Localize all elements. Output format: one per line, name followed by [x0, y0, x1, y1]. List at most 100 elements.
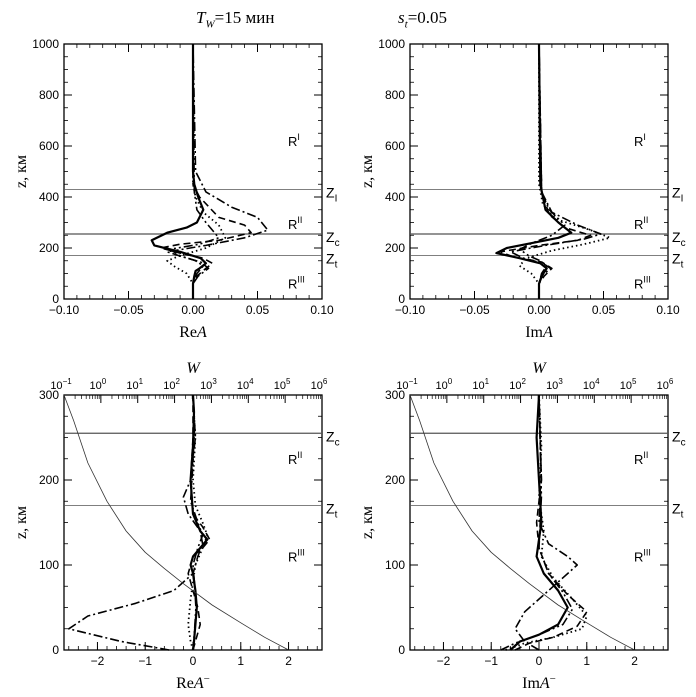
x-axis-label-part: A [193, 675, 204, 692]
top-tick-label-part: 10 [546, 380, 558, 392]
x-axis-label-part: A [196, 324, 207, 341]
x-axis-label-part: Im [525, 324, 543, 341]
hline-label-Z_c-part: c [681, 238, 686, 249]
x-tick-label: 0.10 [656, 303, 680, 317]
top-tick-label: 103 [546, 377, 563, 392]
series-W [409, 394, 635, 651]
x-axis-label-part: − [550, 673, 556, 685]
series-solid [509, 394, 569, 651]
series-dotted [187, 394, 209, 651]
x-tick-label-part: −1 [138, 654, 152, 668]
x-tick-label-part: 1 [237, 654, 244, 668]
top-tick-label-part: 10 [163, 380, 175, 392]
series-solid [150, 44, 207, 299]
x-tick-label-part: 0.05 [246, 303, 270, 317]
top-tick-label: 103 [200, 377, 217, 392]
series-dashdot [509, 43, 602, 299]
region-label-part: II [297, 215, 302, 225]
region-label-part: III [643, 548, 651, 558]
y-tick-label-part: 800 [39, 88, 59, 102]
x-tick-label: 0.05 [246, 303, 270, 317]
series-dashed [499, 43, 592, 299]
y-tick-label: 200 [385, 241, 405, 255]
x-tick-label: −1 [484, 654, 498, 668]
region-label-part: R [288, 217, 297, 232]
y-tick-label: 1000 [378, 37, 405, 51]
hline-label-Z_c: Zc [672, 428, 686, 448]
top-tick-label-part: 5 [632, 377, 637, 386]
x-tick-label-part: −1 [484, 654, 498, 668]
series-dashdotdot [518, 43, 566, 299]
x-tick-label: −2 [437, 654, 451, 668]
region-label-part: R [288, 134, 297, 149]
x-tick-label-part: 0 [536, 654, 543, 668]
y-tick-label: 200 [39, 241, 59, 255]
x-tick-label-part: 1 [583, 654, 590, 668]
hline-label-Z_t-part: t [681, 260, 684, 271]
x-tick-label-part: 0.10 [656, 303, 680, 317]
series-W [63, 394, 289, 651]
hline-label-Z_t: Zt [672, 501, 684, 521]
y-tick-label: 400 [385, 190, 405, 204]
top-tick-label: 106 [311, 377, 328, 392]
x-axis-label-part: A [542, 324, 553, 341]
hline-label-Z_I: ZI [672, 184, 683, 204]
top-tick-label-part: 1 [139, 377, 144, 386]
y-tick-label-part: 200 [39, 473, 59, 487]
hline-label-Z_c: Zc [326, 229, 340, 249]
series-dashdot [166, 43, 269, 299]
top-tick-label-part: 0 [448, 377, 453, 386]
top-tick-label: 10−1 [50, 377, 72, 392]
region-label: RII [288, 450, 302, 467]
header-st-sub: t [404, 18, 408, 31]
top-tick-label: 101 [126, 377, 143, 392]
header-tw-sub: W [205, 18, 215, 31]
y-tick-label: 400 [39, 190, 59, 204]
x-tick-label-part: −2 [437, 654, 451, 668]
x-tick-label: 0.05 [592, 303, 616, 317]
region-label-part: II [297, 450, 302, 460]
region-label-part: R [634, 550, 643, 565]
x-axis-label-part: A [539, 675, 550, 692]
top-tick-label-part: 5 [286, 377, 291, 386]
top-tick-label-part: 1 [485, 377, 490, 386]
hline-label-Z_t: Zt [326, 251, 338, 271]
hline-label-Z_t: Zt [326, 501, 338, 521]
y-axis-label-part: z, км [359, 506, 376, 539]
hline-label-Z_c: Zc [326, 428, 340, 448]
x-tick-label: −0.10 [49, 303, 80, 317]
top-tick-label-part: 3 [212, 377, 217, 386]
top-tick-label-part: −1 [409, 377, 419, 386]
hline-label-Z_t: Zt [672, 251, 684, 271]
y-axis-label: z, км [359, 155, 376, 188]
header-st-symbol: s [398, 8, 405, 27]
x-tick-label-part: −0.10 [49, 303, 80, 317]
region-label: RIII [634, 548, 651, 565]
y-tick-label-part: 200 [385, 473, 405, 487]
top-tick-label: 104 [237, 377, 254, 392]
header-tw: TW=15 мин [196, 8, 274, 30]
y-axis-label-part: z, км [13, 155, 30, 188]
top-tick-label-part: 2 [521, 377, 526, 386]
x-tick-label-part: 0.00 [181, 303, 205, 317]
y-tick-label: 600 [39, 139, 59, 153]
hline-label-Z_c-part: Z [672, 229, 681, 245]
hline-label-Z_c-part: c [335, 238, 340, 249]
x-axis-label-part: Re [176, 675, 194, 692]
header-tw-symbol: T [196, 8, 206, 27]
region-label: RI [634, 132, 646, 149]
region-label-part: R [634, 277, 643, 292]
x-tick-label: 0 [536, 654, 543, 668]
top-tick-label-part: 10 [436, 380, 448, 392]
y-tick-label-part: 1000 [378, 37, 405, 51]
x-tick-label: 0 [190, 654, 197, 668]
top-tick-label: 102 [163, 377, 180, 392]
y-tick-label: 0 [398, 643, 405, 657]
top-tick-label-part: 10 [90, 380, 102, 392]
y-tick-label-part: 0 [52, 292, 59, 306]
top-tick-label: 106 [657, 377, 674, 392]
hline-label-Z_t-part: Z [672, 501, 681, 517]
region-label: RIII [288, 275, 305, 292]
